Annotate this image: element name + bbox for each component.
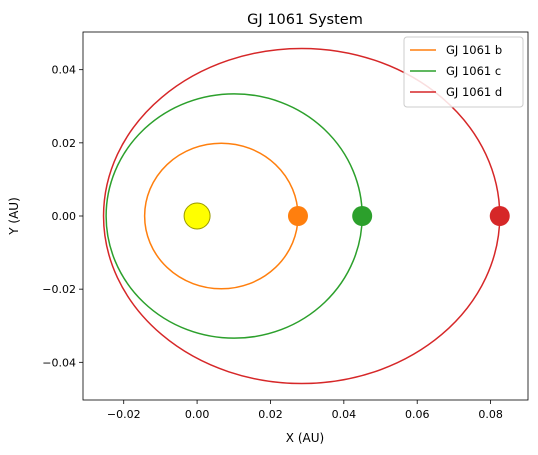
y-tick-label: 0.04 xyxy=(52,64,77,77)
x-axis-ticks: −0.02 0.00 0.02 0.04 0.06 0.08 xyxy=(107,400,503,421)
y-tick-label: −0.04 xyxy=(42,356,76,369)
legend-label-1: GJ 1061 b xyxy=(446,43,502,57)
legend: GJ 1061 b GJ 1061 c GJ 1061 d xyxy=(403,36,524,108)
x-tick-label: 0.00 xyxy=(185,408,210,421)
y-tick-label: 0.00 xyxy=(52,210,77,223)
legend-label-3: GJ 1061 d xyxy=(446,85,502,99)
markers-layer xyxy=(183,202,510,230)
star-marker xyxy=(183,202,211,230)
x-tick-label: 0.08 xyxy=(478,408,503,421)
chart-title: GJ 1061 System xyxy=(247,12,363,28)
planet-marker-2 xyxy=(352,206,373,226)
planet-marker-1 xyxy=(287,206,308,226)
x-axis-label: X (AU) xyxy=(286,431,324,445)
y-tick-label: −0.02 xyxy=(42,283,76,296)
y-tick-label: 0.02 xyxy=(52,137,77,150)
y-axis-ticks: −0.04 −0.02 0.00 0.02 0.04 xyxy=(42,64,83,369)
x-tick-label: 0.02 xyxy=(258,408,283,421)
x-tick-label: 0.06 xyxy=(405,408,430,421)
x-tick-label: 0.04 xyxy=(332,408,357,421)
planet-marker-3 xyxy=(489,206,510,226)
x-tick-label: −0.02 xyxy=(107,408,141,421)
legend-box xyxy=(403,36,524,108)
y-axis-label: Y (AU) xyxy=(7,197,21,236)
legend-label-2: GJ 1061 c xyxy=(446,64,501,78)
